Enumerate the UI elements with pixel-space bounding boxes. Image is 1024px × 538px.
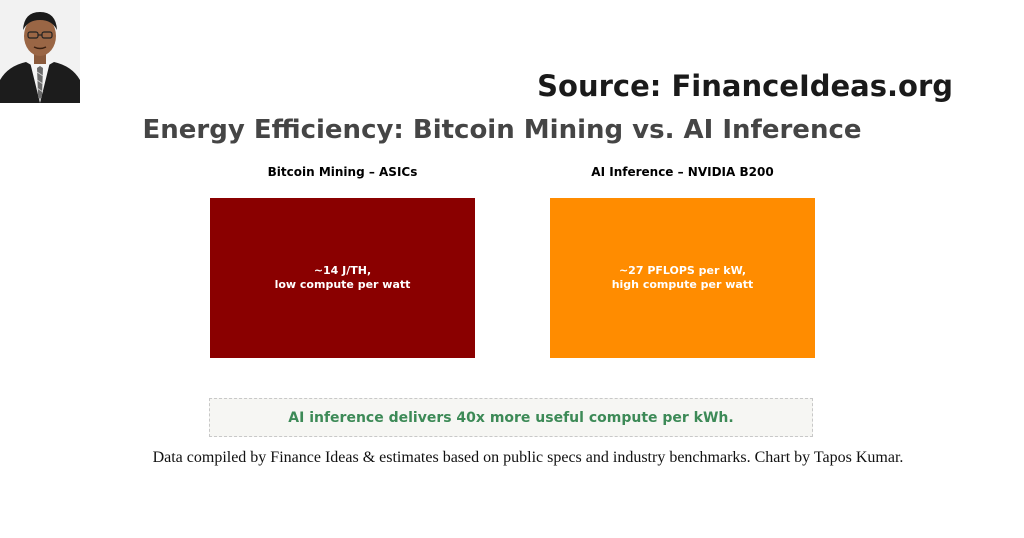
bitcoin-panel-title: Bitcoin Mining – ASICs xyxy=(267,165,418,179)
footnote-credits: Data compiled by Finance Ideas & estimat… xyxy=(152,449,904,466)
ai-efficiency-value: ~27 PFLOPS per kW, xyxy=(618,264,747,277)
source-label: Source: FinanceIdeas.org xyxy=(537,69,953,103)
ai-panel-title: AI Inference – NVIDIA B200 xyxy=(591,165,774,179)
author-avatar xyxy=(0,0,80,103)
ai-panel-box: ~27 PFLOPS per kW, high compute per watt xyxy=(550,198,815,358)
ai-panel-text: ~27 PFLOPS per kW, high compute per watt xyxy=(612,264,754,292)
infographic-title: Energy Efficiency: Bitcoin Mining vs. AI… xyxy=(142,115,862,145)
bitcoin-efficiency-value: ~14 J/TH, xyxy=(313,264,372,277)
key-takeaway-callout: AI inference delivers 40x more useful co… xyxy=(209,398,813,437)
bitcoin-panel-box: ~14 J/TH, low compute per watt xyxy=(210,198,475,358)
bitcoin-panel-text: ~14 J/TH, low compute per watt xyxy=(275,264,411,292)
bitcoin-efficiency-note: low compute per watt xyxy=(274,278,411,291)
ai-efficiency-note: high compute per watt xyxy=(611,278,754,291)
key-takeaway-text: AI inference delivers 40x more useful co… xyxy=(288,409,734,426)
author-portrait-image xyxy=(0,0,80,103)
